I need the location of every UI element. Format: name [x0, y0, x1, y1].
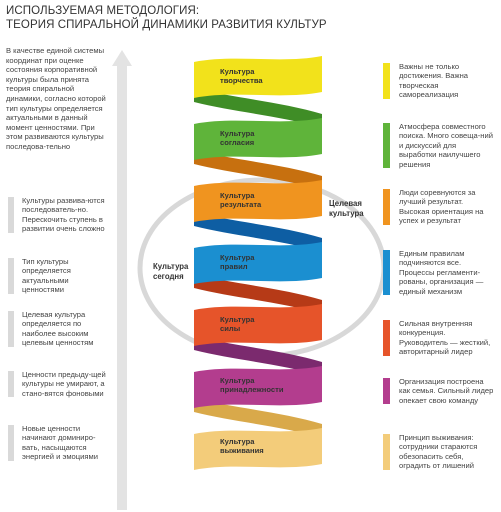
ribbon-band [194, 180, 322, 222]
color-marker [383, 250, 390, 296]
ribbon-twist [194, 398, 322, 438]
note-2: Тип культуры определяется актуальными це… [8, 257, 110, 295]
ribbon-band [194, 242, 322, 284]
desc-text: Сильная внутренняя конкуренция. Руководи… [399, 319, 491, 357]
desc-text: Организация построена как семья. Сильный… [399, 377, 494, 405]
level-label-result: Культура результата [220, 191, 262, 209]
page-title: ИСПОЛЬЗУЕМАЯ МЕТОДОЛОГИЯ: ТЕОРИЯ СПИРАЛЬ… [6, 4, 327, 32]
spiral-ribbon [194, 56, 322, 470]
growth-arrow [112, 50, 132, 510]
level-label-belonging: Культура принадлежности [220, 376, 284, 394]
color-marker [383, 189, 390, 225]
color-marker [383, 123, 390, 169]
note-text: Новые ценности начинают доминиро-вать, н… [22, 424, 98, 462]
ribbon-band [194, 428, 322, 470]
desc-text: Важны не только достижения. Важна творче… [399, 62, 469, 100]
level-desc-power: Сильная внутренняя конкуренция. Руководи… [383, 319, 495, 357]
level-desc-belonging: Организация построена как семья. Сильный… [383, 377, 495, 405]
note-text: Ценности предыду-щей культуры не умирают… [22, 370, 106, 398]
level-label-survival: Культура выживания [220, 437, 264, 455]
desc-text: Атмосфера совместного поиска. Много сове… [399, 122, 493, 169]
desc-text: Единым правилам подчиняются все. Процесс… [399, 249, 484, 296]
note-text: Культуры развива-ются последователь-но. … [22, 196, 105, 234]
color-marker [383, 320, 390, 356]
note-marker [8, 197, 14, 233]
color-marker [383, 434, 390, 470]
ribbon-twist [194, 336, 322, 376]
note-1: Культуры развива-ются последователь-но. … [8, 196, 110, 234]
ribbon-twist [194, 274, 322, 314]
level-label-power: Культура силы [220, 315, 255, 333]
level-desc-consent: Атмосфера совместного поиска. Много сове… [383, 122, 495, 169]
level-label-creativity: Культура творчества [220, 67, 263, 85]
desc-text: Люди соревнуются за лучший результат. Вы… [399, 188, 484, 226]
note-marker [8, 425, 14, 461]
ribbon-band [194, 118, 322, 160]
level-desc-result: Люди соревнуются за лучший результат. Вы… [383, 188, 495, 226]
note-3: Целевая культура определяется по наиболе… [8, 310, 110, 348]
desc-text: Принцип выживания: сотрудники стараются … [399, 433, 478, 471]
note-4: Ценности предыду-щей культуры не умирают… [8, 370, 110, 398]
title-line-2: ТЕОРИЯ СПИРАЛЬНОЙ ДИНАМИКИ РАЗВИТИЯ КУЛЬ… [6, 19, 327, 31]
ribbon-twist [194, 88, 322, 128]
level-desc-survival: Принцип выживания: сотрудники стараются … [383, 433, 495, 471]
label-current-culture: Культура сегодня [153, 262, 189, 281]
note-marker [8, 371, 14, 398]
intro-text: В качестве единой системы координат при … [6, 46, 106, 151]
title-line-1: ИСПОЛЬЗУЕМАЯ МЕТОДОЛОГИЯ: [6, 5, 200, 17]
label-target-culture: Целевая культура [329, 199, 364, 218]
color-marker [383, 63, 390, 99]
level-desc-creativity: Важны не только достижения. Важна творче… [383, 62, 495, 100]
color-marker [383, 378, 390, 405]
note-5: Новые ценности начинают доминиро-вать, н… [8, 424, 110, 462]
note-text: Тип культуры определяется актуальными це… [22, 257, 71, 295]
level-label-rules: Культура правил [220, 253, 255, 271]
note-marker [8, 258, 14, 294]
level-label-consent: Культура согласия [220, 129, 255, 147]
note-text: Целевая культура определяется по наиболе… [22, 310, 94, 348]
ribbon-band [194, 366, 322, 408]
ribbon-twist [194, 212, 322, 252]
ribbon-twist [194, 150, 322, 190]
note-marker [8, 311, 14, 347]
ribbon-band [194, 304, 322, 346]
level-desc-rules: Единым правилам подчиняются все. Процесс… [383, 249, 495, 296]
ribbon-band [194, 56, 322, 98]
